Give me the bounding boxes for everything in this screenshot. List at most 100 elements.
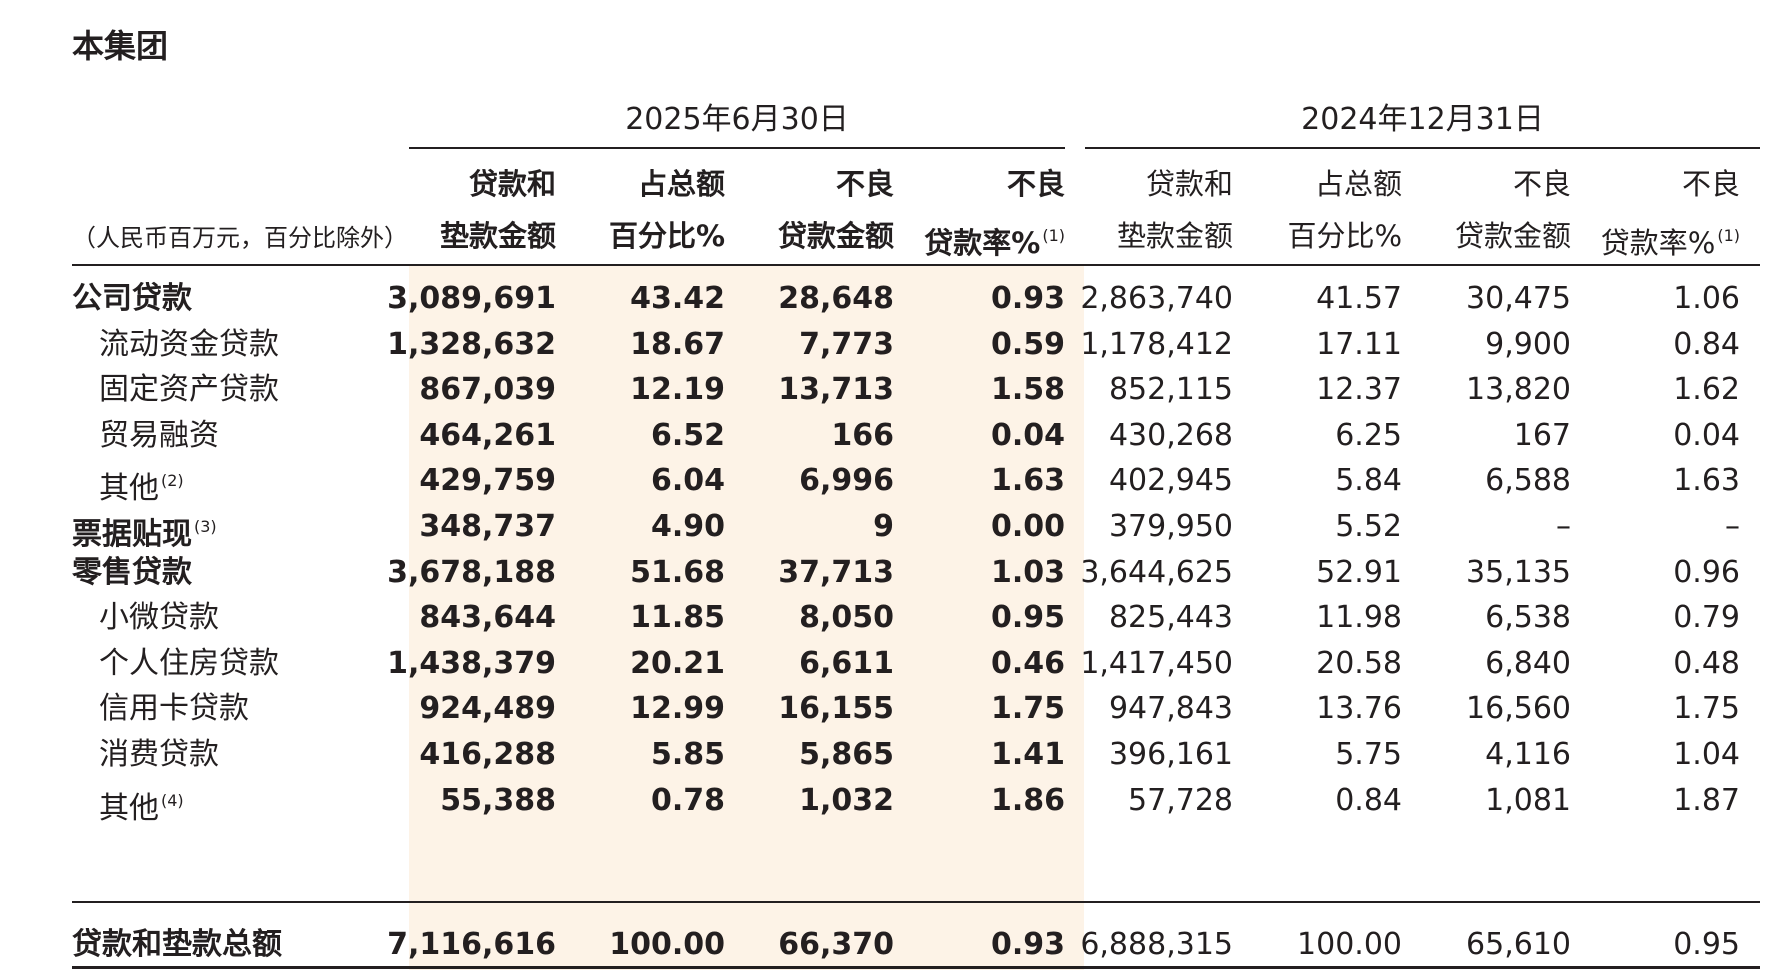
cur-pct-total: 6.52: [650, 418, 725, 453]
cur-pct-total: 20.21: [630, 646, 725, 681]
prev-loan-amount: 852,115: [1108, 372, 1233, 407]
cur-pct-total-header: 百分比%: [609, 210, 725, 262]
table-row: 贸易融资 464,261 6.52 166 0.04 430,268 6.25 167 0.04: [0, 410, 1784, 462]
table-row: 小微贷款 843,644 11.85 8,050 0.95 825,443 11.98 6,5…: [0, 592, 1784, 644]
prev-npl-amount: 6,538: [1485, 600, 1571, 635]
prev-npl-ratio: 1.62: [1673, 372, 1740, 407]
row-label-text: 贸易融资: [99, 418, 219, 453]
row-label: 信用卡贷款: [99, 683, 249, 735]
prev-npl-amount: 9,900: [1485, 327, 1571, 362]
prev-npl-ratio: 1.04: [1673, 737, 1740, 772]
prev-pct-total-header: 占总额: [1315, 158, 1402, 210]
section-title: 本集团: [72, 27, 169, 65]
cur-npl-amount: 5,865: [799, 737, 894, 772]
prev-npl-amount: 30,475: [1466, 281, 1571, 316]
prev-npl-amount-header: 贷款金额: [1455, 210, 1571, 262]
row-label-text: 流动资金贷款: [99, 327, 279, 362]
prev-loan-amount: 1,178,412: [1080, 327, 1233, 362]
header-text: 百分比%: [1287, 219, 1402, 253]
cur-npl-amount: 13,713: [778, 372, 894, 407]
prev-npl-amount: –: [1556, 509, 1571, 544]
cur-loan-amount: 3,089,691: [387, 281, 556, 316]
table-row: 其他 (4) 55,388 0.78 1,032 1.86 57,728 0.84 1,081 1…: [0, 775, 1784, 827]
footnote-marker: (1): [1042, 226, 1065, 245]
cur-loan-amount: 1,328,632: [387, 327, 556, 362]
row-label-text: 其他: [99, 791, 159, 826]
header-text: 占总额: [1314, 167, 1402, 201]
prev-pct-total: 20.58: [1316, 646, 1402, 681]
bottom-rule: [72, 966, 1760, 969]
prev-pct-total: 13.76: [1316, 691, 1402, 726]
cur-loan-amount: 3,678,188: [387, 555, 556, 590]
row-label: 公司贷款: [72, 273, 192, 325]
cur-pct-total: 0.78: [650, 783, 725, 818]
table-row: 零售贷款 3,678,188 51.68 37,713 1.03 3,644,625 52.…: [0, 547, 1784, 599]
cur-npl-ratio: 0.04: [990, 418, 1065, 453]
prev-loan-amount: 6,888,315: [1080, 927, 1233, 962]
cur-npl-ratio: 1.03: [990, 555, 1065, 590]
prev-npl-amount: 167: [1513, 418, 1571, 453]
prev-npl-ratio: 1.87: [1673, 783, 1740, 818]
cur-loan-amount-header: 贷款和: [469, 158, 556, 210]
cur-npl-ratio: 1.58: [990, 372, 1065, 407]
table-row: 消费贷款 416,288 5.85 5,865 1.41 396,161 5.75 4,116…: [0, 729, 1784, 781]
cur-pct-total: 5.85: [650, 737, 725, 772]
table-row: 流动资金贷款 1,328,632 18.67 7,773 0.59 1,178,412 17…: [0, 319, 1784, 371]
prev-loan-amount: 402,945: [1108, 463, 1233, 498]
prev-npl-ratio: 1.06: [1673, 281, 1740, 316]
cur-loan-amount: 429,759: [419, 463, 556, 498]
footnote-marker: (1): [1717, 226, 1740, 245]
cur-pct-total: 11.85: [630, 600, 725, 635]
prev-loan-amount: 2,863,740: [1080, 281, 1233, 316]
cur-loan-amount: 7,116,616: [387, 927, 556, 962]
cur-loan-amount: 1,438,379: [387, 646, 556, 681]
cur-npl-ratio: 0.93: [990, 927, 1065, 962]
cur-npl-ratio: 1.41: [990, 737, 1065, 772]
footnote-marker: (4): [161, 791, 184, 810]
cur-npl-ratio: 1.75: [990, 691, 1065, 726]
header-rule: [72, 264, 1760, 266]
header-text: 贷款率%: [924, 226, 1041, 260]
row-label-text: 其他: [99, 471, 159, 506]
row-label: 贸易融资: [99, 410, 219, 462]
cur-loan-amount: 867,039: [419, 372, 556, 407]
prev-npl-ratio-header: 贷款率% (1): [1601, 210, 1740, 269]
cur-loan-amount: 924,489: [419, 691, 556, 726]
cur-npl-ratio: 0.00: [990, 509, 1065, 544]
cur-npl-amount: 6,611: [799, 646, 894, 681]
prev-npl-amount: 13,820: [1466, 372, 1571, 407]
header-text: 贷款和: [468, 167, 556, 201]
row-label-text: 信用卡贷款: [99, 691, 249, 726]
header-text: 不良: [835, 167, 894, 201]
prev-npl-amount: 65,610: [1466, 927, 1571, 962]
prev-npl-amount: 6,840: [1485, 646, 1571, 681]
cur-npl-amount: 166: [831, 418, 894, 453]
cur-npl-amount: 8,050: [799, 600, 894, 635]
current-period-highlight: [409, 266, 1084, 970]
period-previous: 2024年12月31日: [1301, 102, 1544, 137]
period-current: 2025年6月30日: [625, 102, 849, 137]
cur-npl-ratio-header: 贷款率% (1): [924, 210, 1065, 269]
header-text: 不良: [1512, 167, 1571, 201]
cur-pct-total: 51.68: [630, 555, 725, 590]
cur-pct-total: 6.04: [650, 463, 725, 498]
row-label-text: 票据贴现: [72, 517, 192, 552]
prev-pct-total: 41.57: [1316, 281, 1402, 316]
prev-pct-total: 5.75: [1335, 737, 1402, 772]
period-current-rule: [409, 147, 1065, 149]
cur-pct-total: 4.90: [650, 509, 725, 544]
header-text: 贷款率%: [1600, 226, 1716, 260]
header-text: 贷款和: [1145, 167, 1233, 201]
total-rule: [72, 901, 1760, 903]
cur-npl-amount: 16,155: [778, 691, 894, 726]
prev-pct-total-header: 百分比%: [1287, 210, 1402, 262]
prev-loan-amount: 3,644,625: [1080, 555, 1233, 590]
prev-npl-ratio: –: [1725, 509, 1740, 544]
prev-loan-amount: 57,728: [1128, 783, 1233, 818]
cur-npl-amount: 66,370: [778, 927, 894, 962]
cur-loan-amount: 843,644: [419, 600, 556, 635]
prev-npl-ratio: 0.95: [1673, 927, 1740, 962]
cur-npl-amount: 7,773: [799, 327, 894, 362]
row-label: 小微贷款: [99, 592, 219, 644]
